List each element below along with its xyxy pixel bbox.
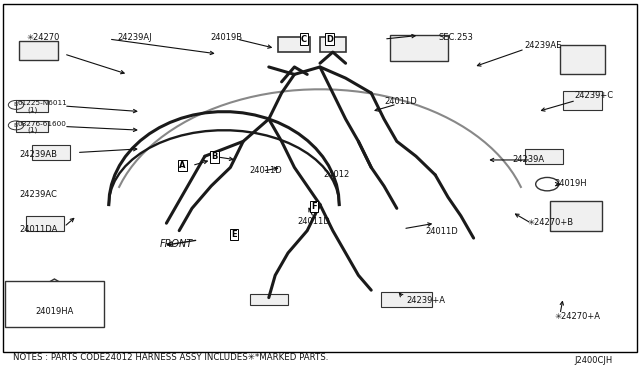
Bar — [16, 121, 48, 132]
Bar — [16, 100, 48, 112]
Text: ✳24270: ✳24270 — [27, 33, 60, 42]
Text: 24239+C: 24239+C — [574, 92, 613, 100]
Bar — [32, 145, 70, 160]
Bar — [550, 201, 602, 231]
Bar — [19, 41, 58, 60]
Text: 24011D: 24011D — [384, 97, 417, 106]
Text: 24239AJ: 24239AJ — [117, 33, 152, 42]
Bar — [390, 35, 448, 61]
Bar — [525, 149, 563, 164]
Text: 24239A: 24239A — [512, 155, 544, 164]
Text: 24011DA: 24011DA — [19, 225, 58, 234]
Text: 24012: 24012 — [323, 170, 349, 179]
Text: B: B — [211, 153, 218, 161]
Text: NOTES : PARTS CODE24012 HARNESS ASSY INCLUDES✳*MARKED PARTS.: NOTES : PARTS CODE24012 HARNESS ASSY INC… — [13, 353, 328, 362]
Text: FRONT: FRONT — [159, 239, 193, 248]
Text: D: D — [326, 35, 333, 44]
Text: ✳24270+A: ✳24270+A — [554, 312, 600, 321]
Bar — [320, 37, 346, 52]
Text: C: C — [301, 35, 307, 44]
Text: 24239+A: 24239+A — [406, 296, 445, 305]
Bar — [250, 294, 288, 305]
Text: E: E — [231, 230, 236, 239]
Text: 24239AB: 24239AB — [19, 150, 57, 159]
Text: (1): (1) — [27, 106, 37, 113]
Polygon shape — [35, 279, 74, 301]
Text: 24019H: 24019H — [555, 179, 588, 187]
Bar — [26, 216, 64, 231]
Text: J2400CJH: J2400CJH — [574, 356, 612, 365]
Text: B: B — [14, 102, 18, 108]
Text: SEC.253: SEC.253 — [438, 33, 473, 42]
Bar — [560, 45, 605, 74]
Text: 24011D: 24011D — [250, 166, 282, 175]
Bar — [5, 281, 104, 327]
Text: (1): (1) — [27, 127, 37, 134]
Text: F: F — [311, 202, 316, 211]
Text: 24019B: 24019B — [210, 33, 242, 42]
Bar — [563, 91, 602, 110]
Text: 24239AE: 24239AE — [525, 41, 562, 50]
Bar — [278, 37, 310, 52]
Text: B: B — [14, 123, 18, 128]
Text: A: A — [179, 161, 186, 170]
Text: 01225-N6011: 01225-N6011 — [18, 100, 68, 106]
Text: 08276-61600: 08276-61600 — [18, 121, 67, 126]
Text: 24239AC: 24239AC — [19, 190, 57, 199]
Text: ✳24270+B: ✳24270+B — [528, 218, 574, 227]
Text: 24011D: 24011D — [426, 227, 458, 236]
Text: 24011D: 24011D — [297, 217, 330, 226]
Text: 24019HA: 24019HA — [35, 307, 74, 316]
Bar — [381, 292, 432, 307]
